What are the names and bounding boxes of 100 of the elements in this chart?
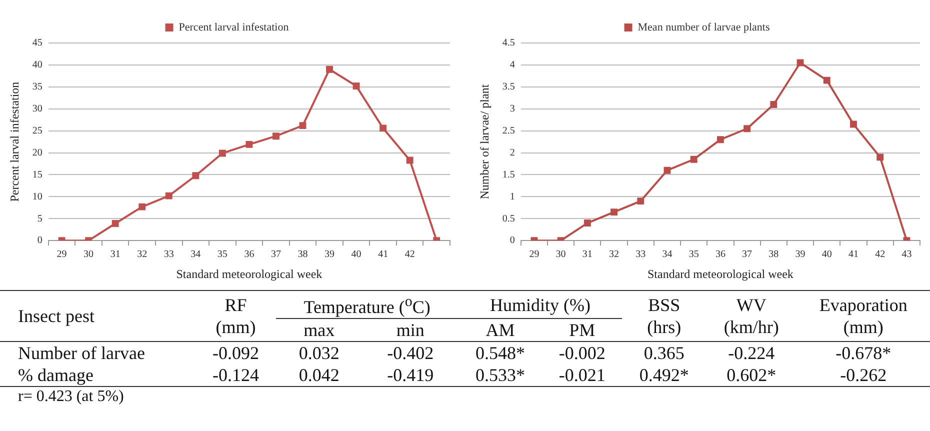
text: r= 0.423 (at 5%) [17, 387, 125, 407]
x-tick-label: 40 [351, 249, 362, 260]
text: Insect pest [17, 305, 96, 328]
point [770, 101, 778, 108]
x-tick-label: 33 [636, 249, 646, 260]
text: -0.124 [212, 365, 259, 385]
text: Temperature ($^{o}$C) [276, 290, 458, 318]
text: -0.402 [387, 343, 434, 363]
point [690, 156, 698, 163]
point [610, 208, 618, 216]
category-label: max [302, 319, 336, 342]
y-tick-label: 25 [32, 125, 42, 136]
x-tick-label: 37 [270, 249, 281, 260]
text: 0.548* [476, 343, 526, 363]
y-axis-title: Percent larval infestation [7, 82, 22, 202]
y-tick-label: 35 [32, 82, 42, 93]
y-tick-label: 5 [37, 213, 42, 224]
x-axis-title: Standard meteorological week [176, 266, 322, 281]
x-tick-label: 32 [609, 249, 620, 260]
point [165, 192, 172, 200]
text: -0.262 [840, 365, 887, 385]
x-tick-label: 36 [244, 249, 254, 260]
x-tick-label: 38 [768, 249, 779, 260]
x-axis-title: Standard meteorological week [647, 266, 794, 281]
x-tick-label: 39 [795, 249, 806, 260]
category-label: % damage [18, 365, 94, 385]
x-tick-label: 41 [848, 249, 858, 260]
point [352, 82, 360, 90]
x-tick-label: 39 [324, 249, 335, 260]
point [406, 156, 414, 164]
category-label: Number of larvae [18, 343, 145, 363]
x-tick-label: 42 [875, 249, 886, 260]
y-axis-title: Number of larvae/ plant [477, 84, 492, 200]
y-tick-label: 2 [510, 147, 515, 158]
y-tick-label: 20 [32, 147, 42, 158]
point [744, 125, 751, 132]
x-tick-label: 34 [662, 249, 672, 260]
x-tick-label: 43 [902, 249, 912, 260]
x-tick-label: 37 [742, 249, 752, 260]
text: -0.021 [558, 365, 606, 385]
point [299, 122, 306, 130]
text: -0.419 [387, 365, 434, 385]
point [823, 76, 830, 84]
category-label: PM [568, 319, 596, 342]
x-tick-label: 31 [582, 249, 592, 260]
x-tick-label: 29 [529, 249, 540, 260]
text: 0.602* [726, 365, 776, 385]
x-tick-label: 33 [164, 249, 174, 260]
point [218, 150, 226, 157]
x-tick-label: 30 [556, 249, 566, 260]
text: -0.092 [212, 343, 259, 363]
y-tick-label: 10 [32, 191, 42, 202]
y-tick-label: 4 [510, 60, 515, 71]
x-tick-label: 40 [822, 249, 832, 260]
x-tick-label: 36 [715, 249, 726, 260]
text: 0.492* [639, 365, 689, 385]
point [876, 154, 884, 161]
category-label: WV (km/hr) [724, 294, 779, 338]
text: -0.002 [558, 343, 606, 363]
legend-label: Mean number of larvae plants [638, 21, 770, 34]
y-tick-label: 2.5 [502, 125, 515, 136]
category-label: BSS (hrs) [647, 294, 682, 338]
text: 0.032 [298, 343, 340, 363]
y-tick-label: 4.5 [502, 38, 515, 49]
text: Humidity (%) [458, 290, 622, 318]
y-tick-label: 3 [510, 103, 515, 114]
x-tick-label: 32 [137, 249, 148, 260]
y-tick-label: 0 [37, 235, 42, 246]
category-label: RF (mm) [216, 294, 256, 338]
point [326, 66, 333, 73]
point [664, 166, 671, 174]
y-tick-label: 15 [32, 169, 42, 180]
y-tick-label: 45 [32, 38, 42, 49]
point [138, 203, 146, 210]
text: -0.678* [836, 343, 892, 363]
y-tick-label: 40 [32, 60, 42, 71]
x-tick-label: 31 [110, 249, 120, 260]
y-tick-label: 30 [32, 103, 42, 114]
point [246, 140, 253, 148]
text: 0.365 [644, 343, 684, 363]
point [112, 220, 119, 227]
point [272, 132, 280, 140]
y-tick-label: 1 [510, 191, 515, 202]
point [850, 120, 857, 128]
point [716, 136, 724, 144]
x-tick-label: 42 [404, 249, 415, 260]
x-tick-label: 35 [688, 249, 699, 260]
category-label: AM [484, 319, 516, 342]
x-tick-label: 29 [56, 249, 67, 260]
category-label: min [395, 319, 426, 342]
y-tick-label: 1.5 [502, 169, 515, 180]
point [380, 124, 387, 132]
x-tick-label: 38 [298, 249, 308, 260]
x-tick-label: 35 [217, 249, 228, 260]
x-tick-label: 41 [378, 249, 388, 260]
point [192, 172, 200, 180]
point [584, 220, 591, 227]
text: 0.042 [298, 365, 340, 385]
y-tick-label: 3.5 [502, 82, 515, 93]
text: -0.224 [728, 343, 775, 363]
